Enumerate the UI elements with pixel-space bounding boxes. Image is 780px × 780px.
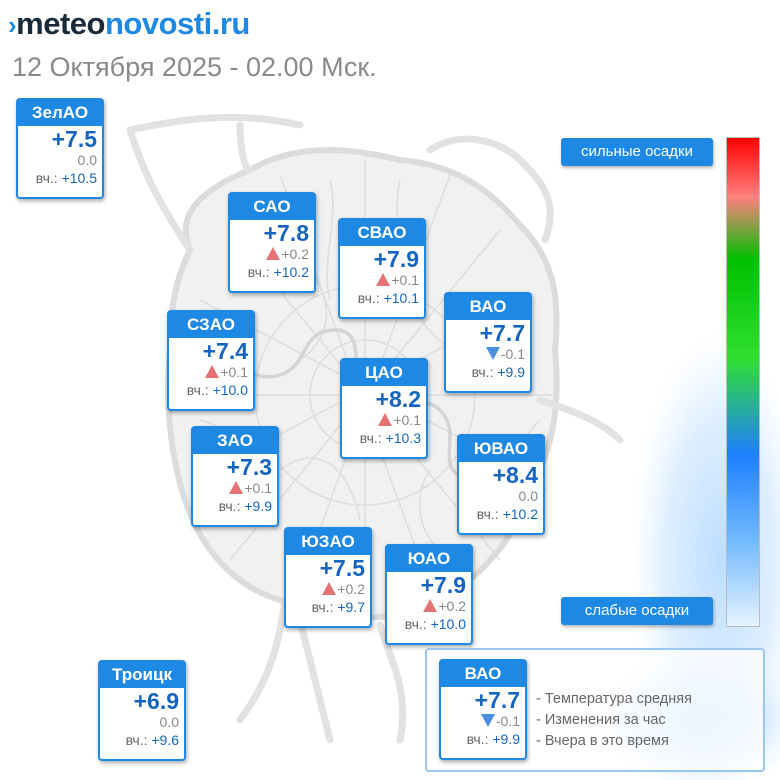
hourly-change: 0.0: [77, 152, 97, 168]
hourly-change: +0.2: [387, 598, 471, 615]
hourly-change: +0.2: [286, 581, 370, 598]
district-card-yuao[interactable]: ЮАО +7.9 +0.2 вч.: +10.0: [385, 544, 473, 645]
district-card-zao[interactable]: ЗАО +7.3 +0.1 вч.: +9.9: [191, 426, 279, 527]
scale-bottom-label: слабые осадки: [561, 597, 713, 625]
rise-arrow-icon: [322, 582, 337, 595]
temperature: +7.9: [420, 572, 466, 598]
district-name: ЮВАО: [459, 436, 543, 462]
district-name: Троицк: [100, 662, 184, 688]
hourly-change: +0.1: [342, 412, 426, 429]
district-name: ЮАО: [387, 546, 471, 572]
district-card-cao[interactable]: ЦАО +8.2 +0.1 вч.: +10.3: [340, 358, 428, 459]
hourly-change: 0.0: [159, 714, 179, 730]
rise-arrow-icon: [376, 273, 391, 286]
temperature: +8.2: [375, 386, 421, 412]
hourly-change: +0.1: [169, 364, 253, 381]
yesterday-value: вч.: +10.0: [404, 616, 466, 632]
yesterday-value: вч.: +10.5: [35, 170, 97, 186]
yesterday-value: вч.: +10.1: [357, 290, 419, 306]
temperature: +7.4: [202, 338, 248, 364]
temperature: +6.9: [133, 688, 179, 714]
temperature: +7.5: [51, 126, 97, 152]
yesterday-value: вч.: +9.9: [466, 731, 520, 747]
temperature: +7.5: [319, 555, 365, 581]
rise-arrow-icon: [266, 247, 281, 260]
yesterday-value: вч.: +9.9: [218, 498, 272, 514]
temperature: +7.7: [474, 687, 520, 713]
precipitation-scale-bar: [726, 137, 760, 627]
temperature: +7.3: [226, 454, 272, 480]
hourly-change: 0.0: [518, 488, 538, 504]
yesterday-value: вч.: +9.7: [311, 599, 365, 615]
fall-arrow-icon: [485, 347, 500, 360]
hourly-change: -0.1: [446, 346, 530, 363]
rise-arrow-icon: [423, 599, 438, 612]
temperature: +8.4: [492, 462, 538, 488]
district-name: СЗАО: [169, 312, 253, 338]
district-card-szao[interactable]: СЗАО +7.4 +0.1 вч.: +10.0: [167, 310, 255, 411]
yesterday-value: вч.: +10.3: [359, 430, 421, 446]
district-card-vao[interactable]: ВАО +7.7 -0.1 вч.: +9.9: [444, 292, 532, 393]
rise-arrow-icon: [378, 413, 393, 426]
page-subtitle: 12 Октября 2025 - 02.00 Мск.: [12, 52, 377, 82]
district-name: ЮЗАО: [286, 529, 370, 555]
district-name: ВАО: [441, 661, 525, 687]
temperature: +7.8: [263, 220, 309, 246]
yesterday-value: вч.: +10.2: [247, 264, 309, 280]
logo-novosti: novosti.ru: [104, 6, 250, 41]
temperature: +7.9: [373, 246, 419, 272]
fall-arrow-icon: [480, 714, 495, 727]
district-name: СВАО: [340, 220, 424, 246]
hourly-change: +0.2: [230, 246, 314, 263]
rise-arrow-icon: [205, 365, 220, 378]
scale-top-label: сильные осадки: [561, 138, 713, 166]
district-name: ЗелАО: [18, 100, 102, 126]
district-card-zelao[interactable]: ЗелАО +7.5 0.0 вч.: +10.5: [16, 98, 104, 199]
legend-line-yesterday: - Вчера в это время: [536, 733, 669, 749]
district-card-yuzao[interactable]: ЮЗАО +7.5 +0.2 вч.: +9.7: [284, 527, 372, 628]
district-card-yuvao[interactable]: ЮВАО +8.4 0.0 вч.: +10.2: [457, 434, 545, 535]
hourly-change: +0.1: [340, 272, 424, 289]
logo-arrow-icon: ›: [8, 10, 17, 40]
district-name: ЗАО: [193, 428, 277, 454]
yesterday-value: вч.: +10.2: [476, 506, 538, 522]
district-card-troick[interactable]: Троицк +6.9 0.0 вч.: +9.6: [98, 660, 186, 761]
rise-arrow-icon: [229, 481, 244, 494]
legend-line-temperature: - Температура средняя: [536, 691, 692, 707]
legend-line-change: - Изменения за час: [536, 712, 666, 728]
yesterday-value: вч.: +9.9: [471, 364, 525, 380]
site-logo[interactable]: ›meteonovosti.ru: [8, 6, 250, 43]
temperature: +7.7: [479, 320, 525, 346]
district-name: ЦАО: [342, 360, 426, 386]
district-card-sao[interactable]: САО +7.8 +0.2 вч.: +10.2: [228, 192, 316, 293]
hourly-change: -0.1: [441, 713, 525, 730]
yesterday-value: вч.: +9.6: [125, 732, 179, 748]
logo-meteo: meteo: [16, 6, 105, 41]
district-name: САО: [230, 194, 314, 220]
district-card-svao[interactable]: СВАО +7.9 +0.1 вч.: +10.1: [338, 218, 426, 319]
hourly-change: +0.1: [193, 480, 277, 497]
legend-sample-card: ВАО +7.7 -0.1 вч.: +9.9: [439, 659, 527, 760]
yesterday-value: вч.: +10.0: [186, 382, 248, 398]
district-name: ВАО: [446, 294, 530, 320]
outer-territory: [126, 113, 624, 744]
